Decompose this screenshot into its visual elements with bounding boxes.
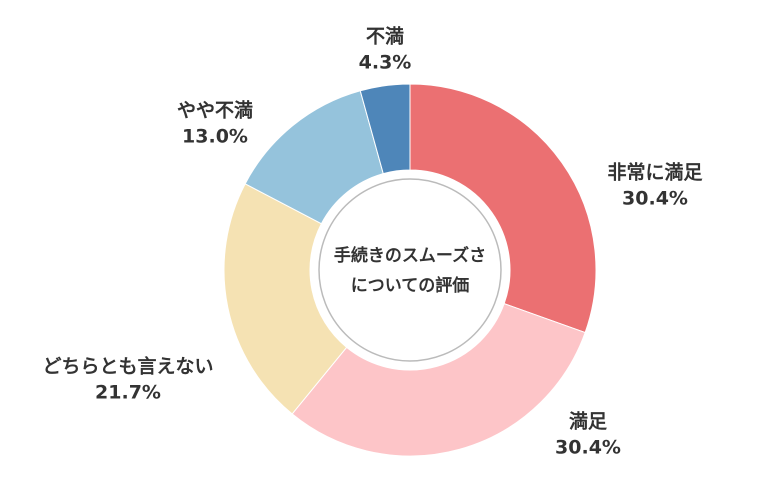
value-label: 21.7% <box>95 382 161 404</box>
slice-label: どちらとも言えない <box>42 355 213 378</box>
value-label: 30.4% <box>622 188 688 210</box>
chart-title: 手続きのスムーズさ <box>334 245 486 266</box>
chart-title: についての評価 <box>351 275 470 296</box>
value-label: 4.3% <box>359 52 412 74</box>
slice-label: 非常に満足 <box>607 161 703 184</box>
value-label: 13.0% <box>182 126 248 148</box>
slice-label: 不満 <box>366 26 404 48</box>
slice-label: やや不満 <box>177 100 253 122</box>
value-label: 30.4% <box>555 437 621 459</box>
slice-label: 満足 <box>569 411 608 433</box>
inner-ring <box>318 178 502 362</box>
slices <box>223 83 597 457</box>
donut-hole <box>310 170 510 370</box>
